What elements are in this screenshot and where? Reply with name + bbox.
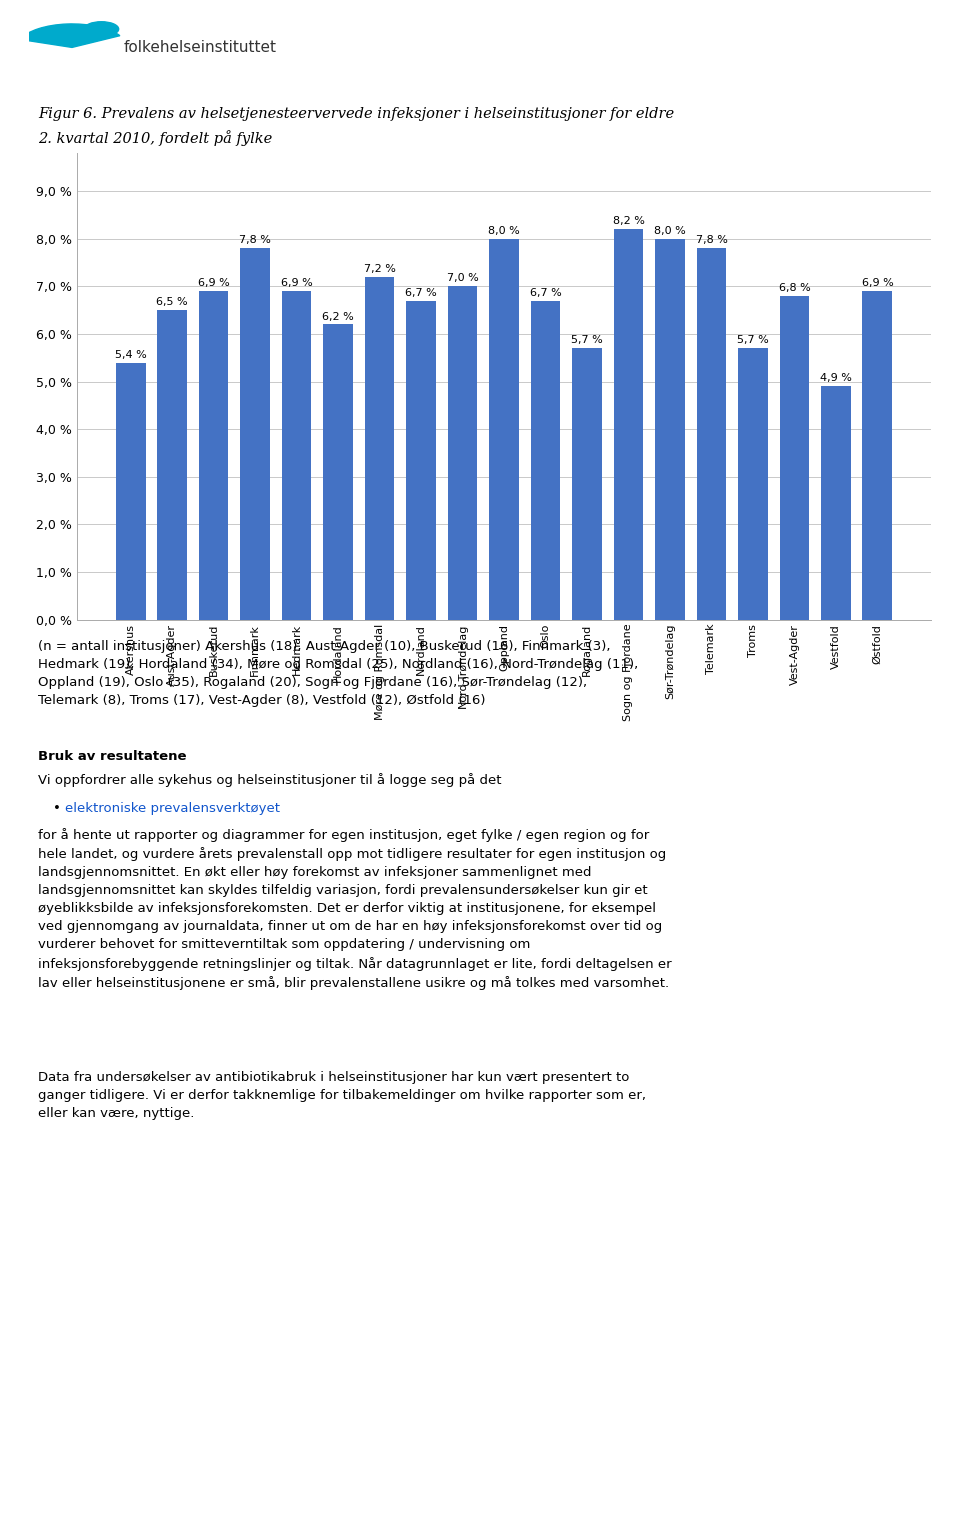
Text: 6,7 %: 6,7 % <box>530 288 562 298</box>
Text: 5,7 %: 5,7 % <box>737 335 769 346</box>
Bar <box>365 277 395 620</box>
Bar <box>738 349 768 620</box>
Text: 8,2 %: 8,2 % <box>612 216 644 226</box>
Text: Vi oppfordrer alle sykehus og helseinstitusjoner til å logge seg på det: Vi oppfordrer alle sykehus og helseinsti… <box>38 773 502 786</box>
Text: (n = antall institusjoner) Akershus (18), Aust-Agder (10), Buskerud (16), Finnma: (n = antall institusjoner) Akershus (18)… <box>38 640 638 707</box>
Text: 6,2 %: 6,2 % <box>323 312 354 321</box>
Text: 6,9 %: 6,9 % <box>861 278 894 288</box>
Text: 4,9 %: 4,9 % <box>820 373 852 384</box>
Bar <box>281 291 311 620</box>
Bar <box>655 239 684 620</box>
Bar <box>324 324 353 620</box>
Text: 6,8 %: 6,8 % <box>779 283 810 294</box>
Text: Data fra undersøkelser av antibiotikabruk i helseinstitusjoner har kun vært pres: Data fra undersøkelser av antibiotikabru… <box>38 1071 646 1120</box>
Text: 6,9 %: 6,9 % <box>198 278 229 288</box>
Bar <box>489 239 519 620</box>
Text: 7,0 %: 7,0 % <box>446 274 478 283</box>
Bar <box>531 300 561 620</box>
Bar <box>613 230 643 620</box>
Text: Bruk av resultatene: Bruk av resultatene <box>38 750 187 762</box>
Text: 6,9 %: 6,9 % <box>280 278 312 288</box>
Text: elektroniske prevalensverktøyet: elektroniske prevalensverktøyet <box>65 802 280 814</box>
Circle shape <box>84 21 119 37</box>
Text: 6,5 %: 6,5 % <box>156 297 188 308</box>
Bar <box>157 311 187 620</box>
Wedge shape <box>20 24 120 47</box>
Text: 6,7 %: 6,7 % <box>405 288 437 298</box>
Text: Figur 6. Prevalens av helsetjenesteervervede infeksjoner i helseinstitusjoner fo: Figur 6. Prevalens av helsetjenesteerver… <box>38 107 675 121</box>
Bar <box>240 248 270 620</box>
Bar <box>862 291 893 620</box>
Text: 7,2 %: 7,2 % <box>364 265 396 274</box>
Text: 7,8 %: 7,8 % <box>239 236 271 245</box>
Text: 8,0 %: 8,0 % <box>488 226 520 236</box>
Bar <box>821 387 851 620</box>
Bar <box>406 300 436 620</box>
Text: 8,0 %: 8,0 % <box>654 226 685 236</box>
Text: 5,4 %: 5,4 % <box>114 350 147 360</box>
Text: folkehelseinstituttet: folkehelseinstituttet <box>124 40 276 55</box>
Bar <box>115 363 146 620</box>
Bar <box>199 291 228 620</box>
Bar <box>447 286 477 620</box>
Bar <box>697 248 727 620</box>
Text: for å hente ut rapporter og diagrammer for egen institusjon, eget fylke / egen r: for å hente ut rapporter og diagrammer f… <box>38 828 672 990</box>
Text: 5,7 %: 5,7 % <box>571 335 603 346</box>
Text: 7,8 %: 7,8 % <box>696 236 728 245</box>
Bar <box>780 295 809 620</box>
Text: 2. kvartal 2010, fordelt på fylke: 2. kvartal 2010, fordelt på fylke <box>38 130 273 145</box>
Bar <box>572 349 602 620</box>
Text: •: • <box>53 802 60 814</box>
